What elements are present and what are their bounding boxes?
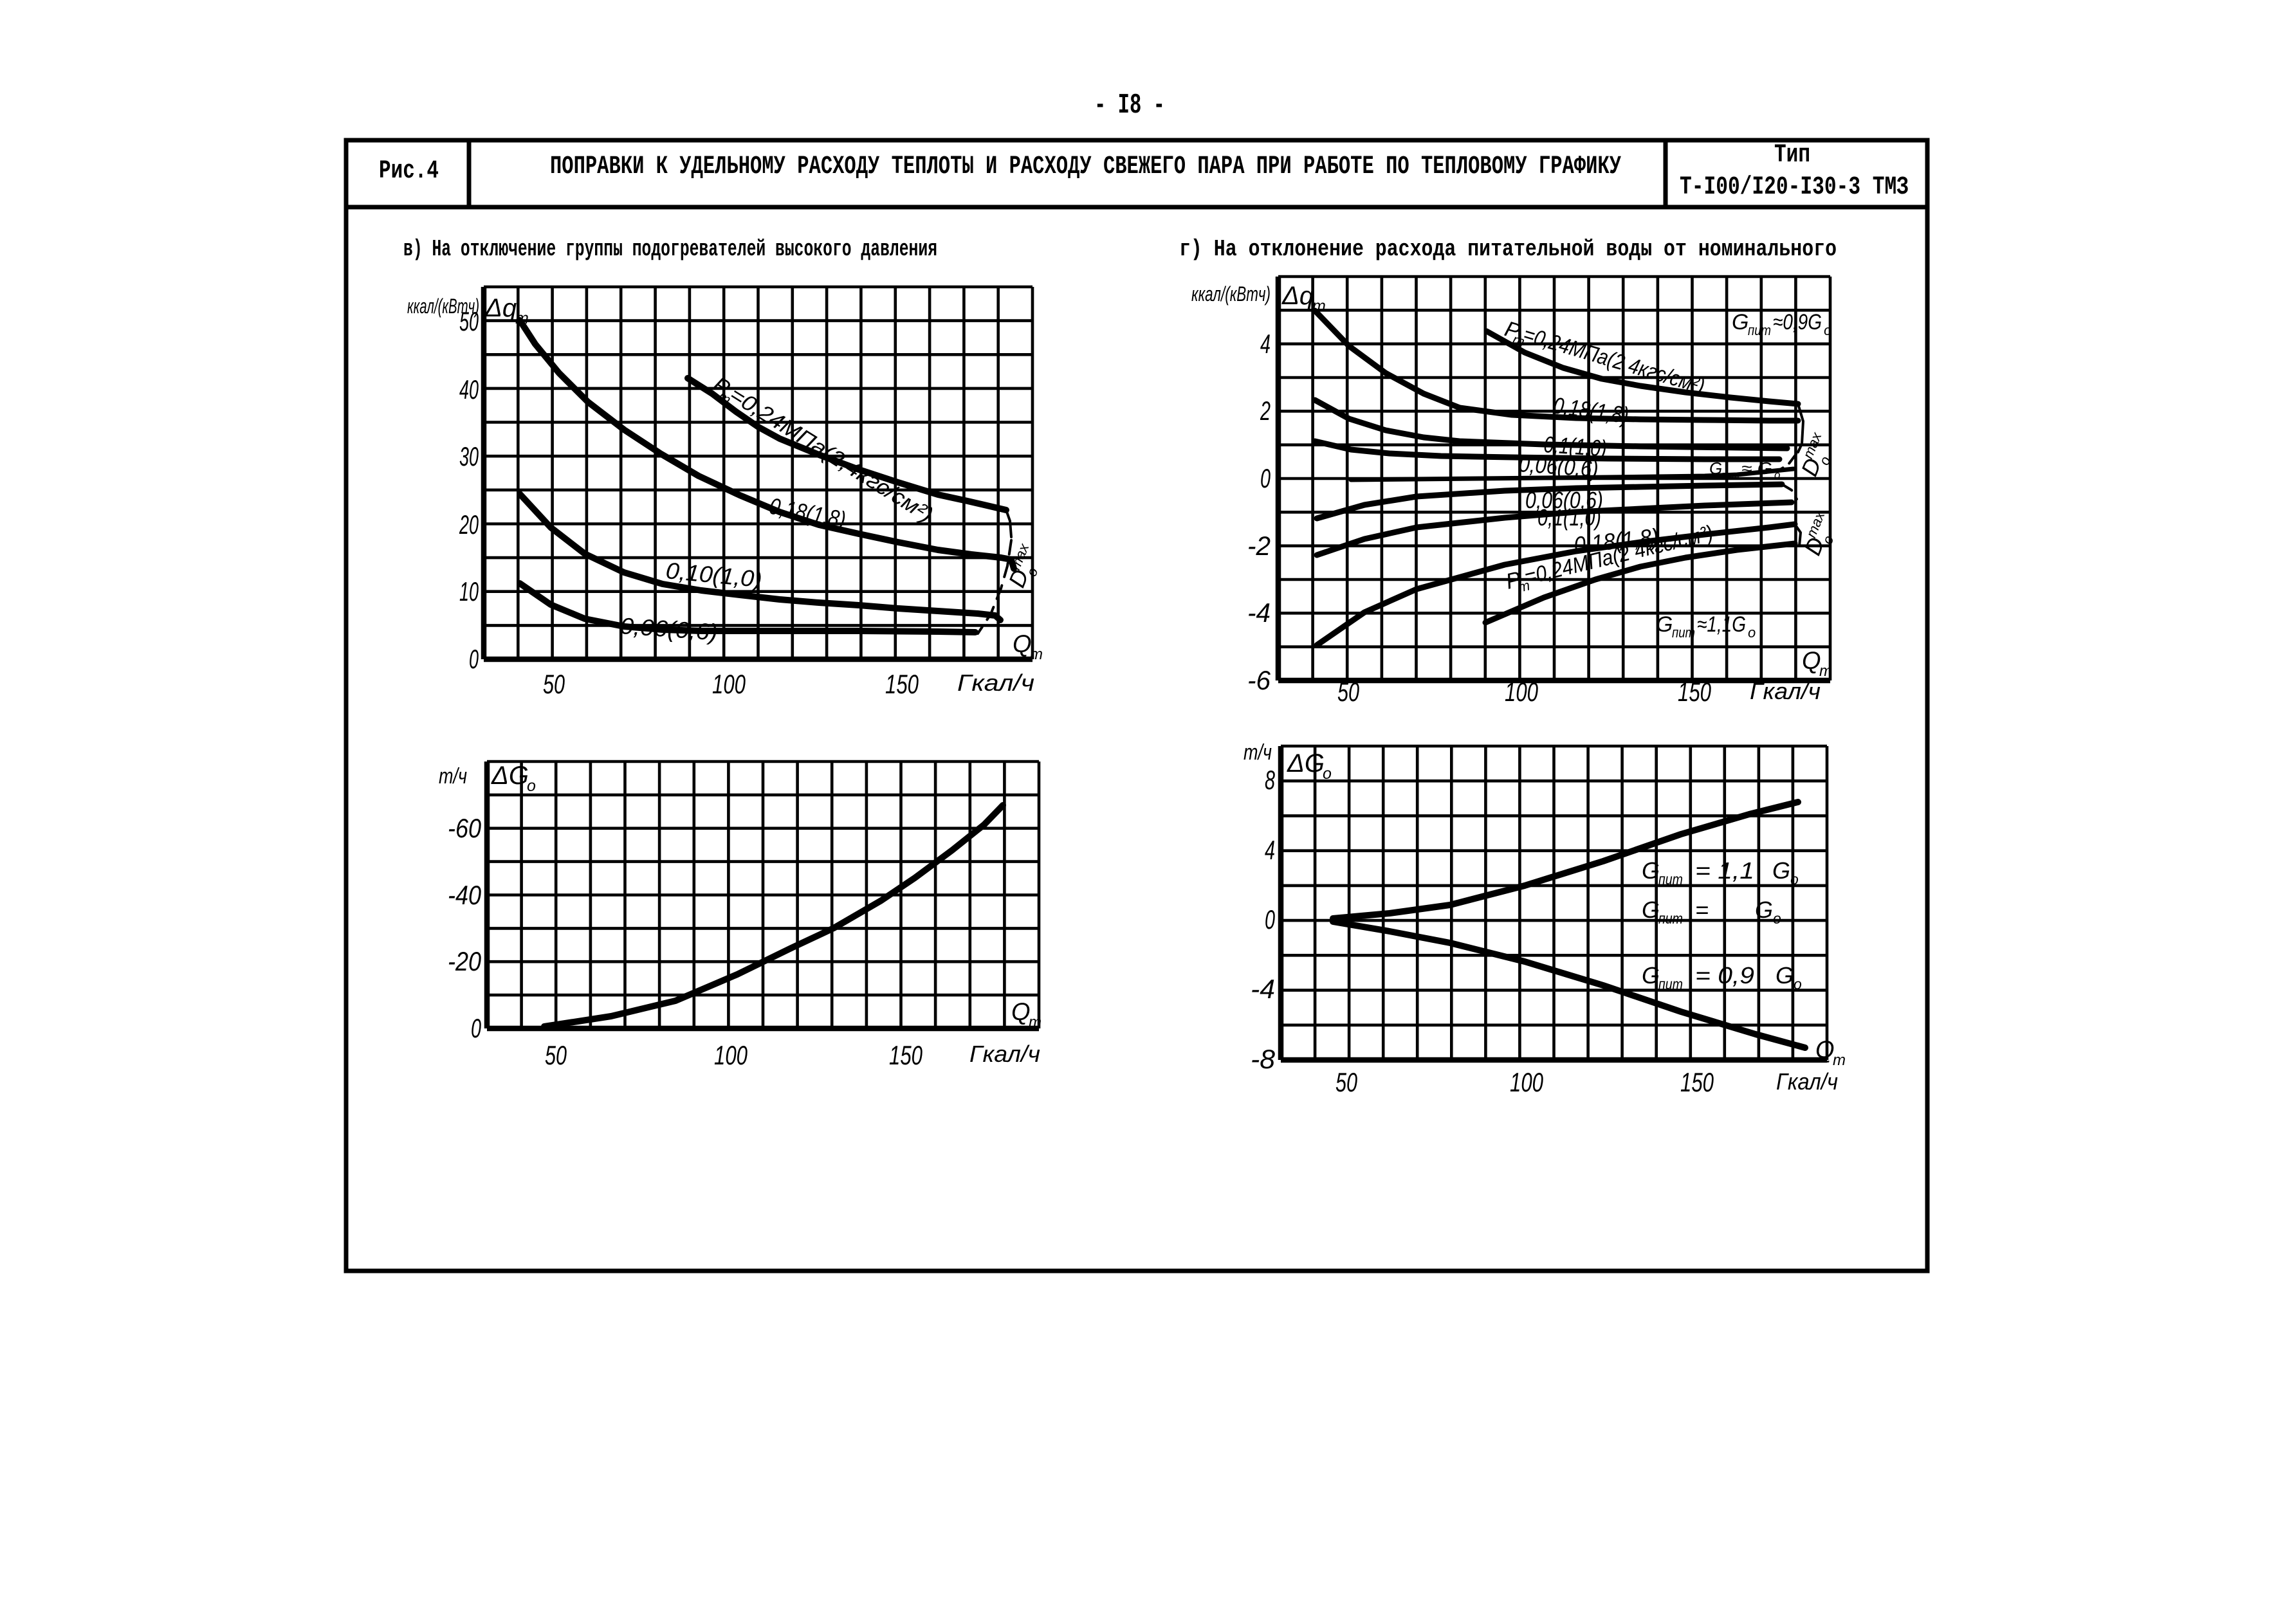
svg-text:≈1,1G: ≈1,1G <box>1697 612 1746 637</box>
svg-text:= 0,9: = 0,9 <box>1695 962 1754 989</box>
svg-text:o: o <box>1790 871 1799 888</box>
svg-text:Δq: Δq <box>1281 282 1314 310</box>
svg-text:Q: Q <box>1802 648 1821 675</box>
svg-text:2: 2 <box>1260 396 1271 426</box>
svg-text:-40: -40 <box>448 880 482 910</box>
svg-text:о: о <box>1774 469 1780 481</box>
svg-text:o: o <box>1794 976 1802 992</box>
svg-text:- I8 -: - I8 - <box>1094 89 1165 122</box>
svg-text:пит: пит <box>1721 469 1739 481</box>
svg-text:Тип: Тип <box>1774 141 1810 170</box>
svg-text:50: 50 <box>1337 677 1359 707</box>
svg-text:o: o <box>1323 765 1332 783</box>
svg-text:8: 8 <box>1265 765 1275 795</box>
svg-text:ккал/(кВтч): ккал/(кВтч) <box>1191 282 1271 306</box>
svg-text:Гкал/ч: Гкал/ч <box>1750 678 1821 704</box>
svg-text:150: 150 <box>1678 677 1711 707</box>
svg-text:Т-I00/I20-I30-3 ТМЗ: Т-I00/I20-I30-3 ТМЗ <box>1680 173 1909 202</box>
svg-text:20: 20 <box>459 509 479 540</box>
svg-text:т/ч: т/ч <box>439 764 467 789</box>
svg-text:G: G <box>1732 310 1748 334</box>
svg-text:o: o <box>1773 910 1781 927</box>
svg-text:-4: -4 <box>1247 598 1271 628</box>
svg-text:40: 40 <box>459 374 479 405</box>
svg-text:≈0,9G: ≈0,9G <box>1773 310 1822 334</box>
svg-text:o: o <box>1748 625 1756 641</box>
svg-text:-8: -8 <box>1251 1044 1276 1074</box>
svg-text:0: 0 <box>1265 904 1275 935</box>
svg-text:Рис.4: Рис.4 <box>379 157 439 186</box>
svg-text:Гкал/ч: Гкал/ч <box>969 1041 1040 1067</box>
svg-text:-6: -6 <box>1247 665 1271 695</box>
svg-text:0,1(1,0): 0,1(1,0) <box>1543 431 1608 462</box>
svg-text:100: 100 <box>712 669 746 699</box>
svg-text:пит: пит <box>1748 322 1771 338</box>
svg-text:т: т <box>1030 646 1043 663</box>
svg-text:пит: пит <box>1658 871 1683 888</box>
svg-text:0,1(1,0): 0,1(1,0) <box>1537 504 1601 531</box>
svg-text:G: G <box>1776 962 1794 989</box>
svg-text:50: 50 <box>545 1040 567 1070</box>
svg-text:50: 50 <box>1335 1067 1357 1097</box>
svg-text:100: 100 <box>714 1040 748 1070</box>
svg-text:G: G <box>1772 857 1790 884</box>
svg-text:=: = <box>1695 897 1709 923</box>
svg-text:Q: Q <box>1011 999 1031 1026</box>
svg-text:г) На отклонение расхода питат: г) На отклонение расхода питательной вод… <box>1179 236 1837 262</box>
svg-text:-4: -4 <box>1251 974 1275 1004</box>
svg-text:150: 150 <box>885 669 919 699</box>
svg-text:пит: пит <box>1672 625 1695 641</box>
svg-text:o: o <box>527 777 536 795</box>
svg-text:-20: -20 <box>448 946 482 976</box>
svg-text:ПОПРАВКИ К УДЕЛЬНОМУ РАСХОДУ Т: ПОПРАВКИ К УДЕЛЬНОМУ РАСХОДУ ТЕПЛОТЫ И Р… <box>550 152 1621 181</box>
svg-text:100: 100 <box>1510 1067 1543 1097</box>
svg-text:0: 0 <box>469 644 479 674</box>
svg-text:т: т <box>1029 1014 1042 1031</box>
svg-text:G: G <box>1656 612 1673 637</box>
svg-text:o: o <box>1824 322 1831 338</box>
svg-text:30: 30 <box>459 441 479 471</box>
svg-text:50: 50 <box>543 669 565 699</box>
svg-text:G: G <box>1709 459 1722 478</box>
svg-text:0: 0 <box>471 1013 481 1043</box>
svg-text:0,06(0,6): 0,06(0,6) <box>1525 487 1603 513</box>
svg-text:G: G <box>1642 897 1660 923</box>
svg-text:150: 150 <box>889 1040 922 1070</box>
svg-text:Δq: Δq <box>484 294 517 322</box>
svg-text:4: 4 <box>1260 329 1271 359</box>
svg-text:в) На отключение группы подогр: в) На отключение группы подогревателей в… <box>403 236 937 262</box>
svg-text:Q: Q <box>1815 1037 1835 1064</box>
svg-text:4: 4 <box>1265 835 1275 865</box>
svg-text:ΔG: ΔG <box>491 762 529 790</box>
svg-text:100: 100 <box>1505 677 1538 707</box>
svg-text:пит: пит <box>1658 910 1683 927</box>
svg-text:150: 150 <box>1680 1067 1714 1097</box>
svg-text:т/ч: т/ч <box>1244 740 1272 765</box>
svg-text:-2: -2 <box>1247 531 1271 561</box>
svg-text:-60: -60 <box>448 813 482 843</box>
svg-text:≈ G: ≈ G <box>1741 459 1772 478</box>
svg-text:0: 0 <box>1260 463 1271 493</box>
svg-text:= 1,1: = 1,1 <box>1695 857 1754 884</box>
svg-text:т: т <box>1833 1052 1846 1069</box>
svg-text:пит: пит <box>1658 976 1683 992</box>
svg-text:т: т <box>1819 662 1832 680</box>
svg-text:ΔG: ΔG <box>1287 749 1325 778</box>
svg-text:0,06(0,6): 0,06(0,6) <box>1518 450 1599 482</box>
svg-text:Гкал/ч: Гкал/ч <box>1776 1068 1838 1095</box>
svg-text:Гкал/ч: Гкал/ч <box>957 670 1034 696</box>
svg-text:G: G <box>1642 962 1660 989</box>
svg-text:G: G <box>1755 897 1773 923</box>
svg-text:50: 50 <box>459 306 479 336</box>
svg-text:ккал/(кВтч): ккал/(кВтч) <box>407 295 479 318</box>
svg-text:т: т <box>1516 577 1532 596</box>
svg-text:Q: Q <box>1013 631 1032 658</box>
svg-text:10: 10 <box>459 576 479 607</box>
svg-text:G: G <box>1642 857 1660 884</box>
